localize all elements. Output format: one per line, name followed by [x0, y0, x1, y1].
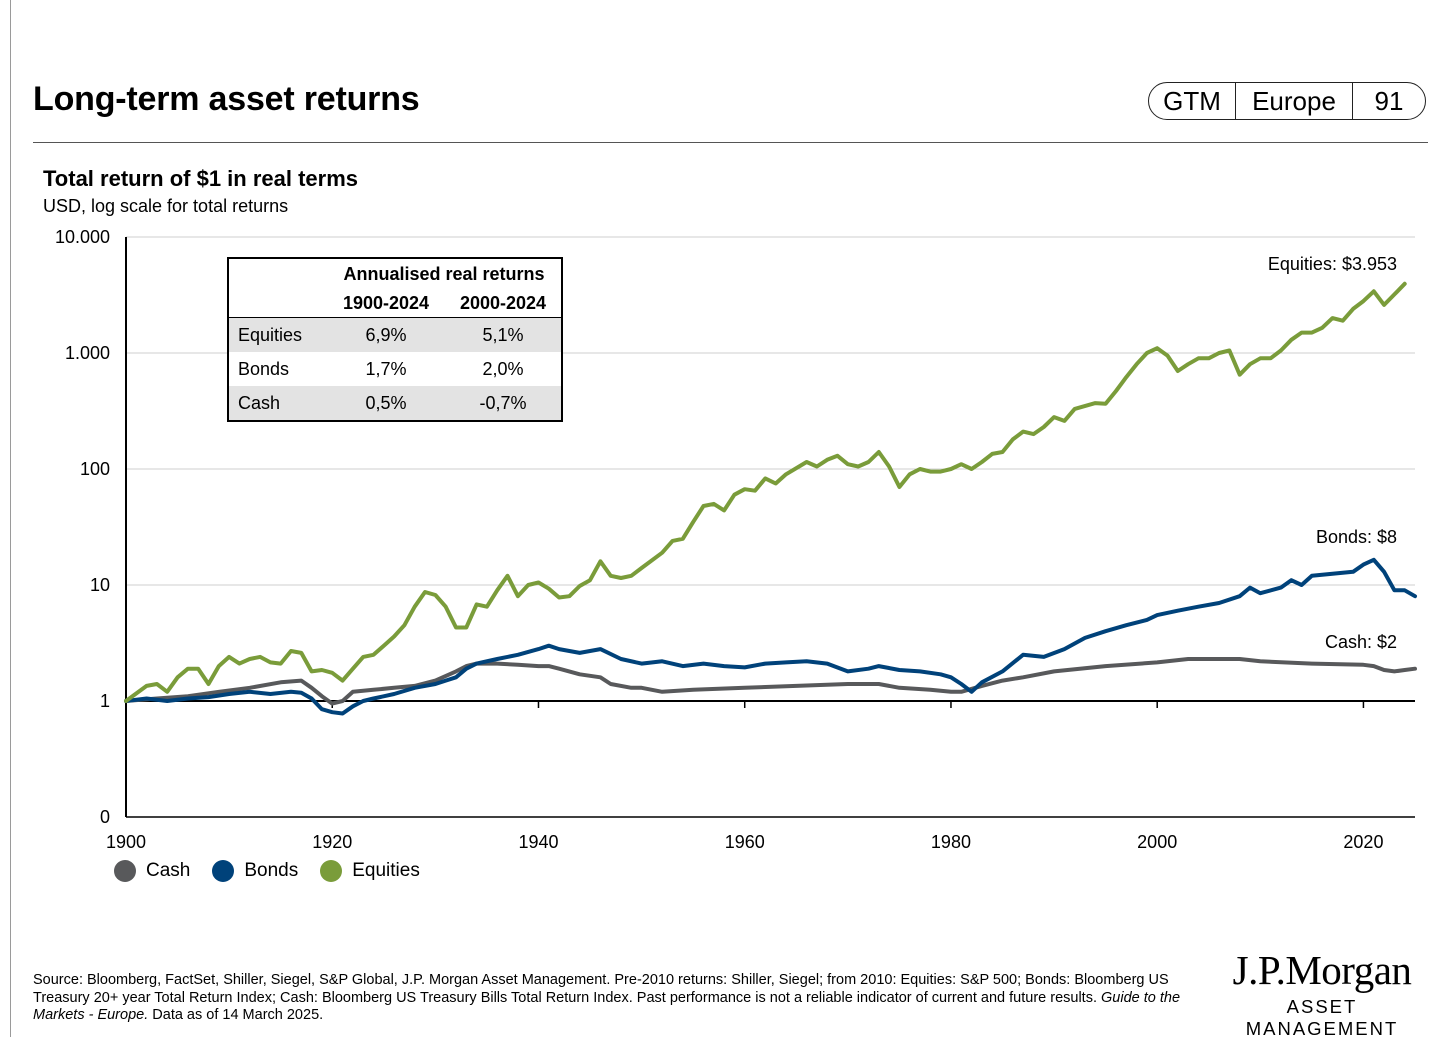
page-tag-pill: GTM Europe 91 — [1148, 82, 1426, 120]
annualised-returns-table: Annualised real returns 1900-2024 2000-2… — [227, 257, 563, 422]
legend-item-cash: Cash — [114, 860, 190, 882]
legend-label-bonds: Bonds — [244, 860, 299, 881]
x-tick-label: 1940 — [518, 832, 558, 852]
chart-subtitle: USD, log scale for total returns — [43, 196, 289, 216]
returns-row-cash: Cash 0,5% -0,7% — [229, 386, 561, 420]
returns-row-label: Bonds — [238, 358, 290, 379]
jpmorgan-logo: J.P.Morgan ASSET MANAGEMENT — [1216, 946, 1428, 1040]
series-line-cash — [124, 657, 1417, 706]
source-tail: Data as of 14 March 2025. — [148, 1007, 324, 1023]
left-border-rule — [10, 0, 11, 1037]
header-divider — [33, 142, 1428, 143]
end-label-bonds: Bonds: $8 — [1316, 527, 1397, 547]
returns-col-1900-2024: 1900-2024 — [342, 292, 430, 313]
source-text: Source: Bloomberg, FactSet, Shiller, Sie… — [33, 972, 1169, 1006]
tag-page-number: 91 — [1374, 85, 1404, 116]
x-tick-label: 1960 — [725, 832, 765, 852]
y-tick-label: 10.000 — [55, 227, 110, 247]
returns-row-label: Cash — [238, 392, 281, 413]
page-title: Long-term asset returns — [33, 80, 420, 118]
source-italic: Guide to the Markets - Europe. — [33, 989, 1181, 1024]
chart-legend: Cash Bonds Equities — [114, 860, 442, 882]
y-tick-label: 1 — [100, 691, 110, 711]
returns-row-bonds: Bonds 1,7% 2,0% — [229, 352, 561, 386]
brand-subtitle: ASSET MANAGEMENT — [1245, 996, 1399, 1039]
end-label-equities: Equities: $3.953 — [1268, 254, 1397, 274]
legend-label-equities: Equities — [352, 860, 420, 881]
y-tick-label: 1.000 — [65, 343, 110, 363]
brand-name: J.P.Morgan — [1232, 947, 1412, 993]
returns-cell: 6,9% — [365, 324, 407, 345]
y-tick-label: 10 — [90, 575, 110, 595]
tag-region: Europe — [1236, 83, 1353, 119]
series-line-equities — [124, 281, 1407, 703]
legend-item-equities: Equities — [320, 860, 420, 882]
y-tick-label: 0 — [100, 807, 110, 827]
returns-cell: 5,1% — [482, 324, 524, 345]
source-note: Source: Bloomberg, FactSet, Shiller, Sie… — [33, 972, 1203, 1025]
returns-cell: 1,7% — [365, 358, 407, 379]
end-label-cash: Cash: $2 — [1325, 632, 1397, 652]
returns-table-header-row: 1900-2024 2000-2024 — [229, 289, 561, 318]
y-tick-label: 100 — [80, 459, 110, 479]
returns-table-title: Annualised real returns — [343, 264, 545, 284]
legend-swatch-equities — [320, 860, 343, 882]
tag-gtm: GTM — [1149, 83, 1236, 119]
legend-label-cash: Cash — [146, 860, 191, 881]
x-tick-label: 1900 — [106, 832, 146, 852]
returns-cell: 2,0% — [482, 358, 524, 379]
legend-swatch-cash — [114, 860, 136, 882]
returns-cell: -0,7% — [479, 392, 527, 413]
legend-item-bonds: Bonds — [212, 860, 298, 882]
chart-title: Total return of $1 in real terms — [43, 166, 359, 191]
returns-col-2000-2024: 2000-2024 — [459, 292, 547, 313]
x-tick-label: 2000 — [1137, 832, 1177, 852]
returns-cell: 0,5% — [365, 392, 407, 413]
series-line-bonds — [124, 557, 1417, 716]
x-tick-label: 1920 — [312, 832, 352, 852]
returns-row-label: Equities — [238, 324, 303, 345]
x-tick-label: 1980 — [931, 832, 971, 852]
legend-swatch-bonds — [212, 860, 235, 882]
x-tick-label: 2020 — [1343, 832, 1383, 852]
returns-row-equities: Equities 6,9% 5,1% — [229, 318, 561, 352]
